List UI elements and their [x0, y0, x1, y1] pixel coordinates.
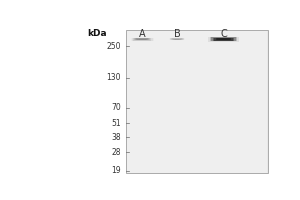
Bar [216, 38, 231, 40]
Bar [135, 38, 149, 40]
Text: 250: 250 [107, 42, 121, 51]
Bar [175, 39, 179, 40]
Bar [214, 38, 232, 41]
Text: 130: 130 [107, 73, 121, 82]
Bar [218, 38, 230, 40]
Bar [210, 37, 237, 41]
Bar [126, 30, 268, 173]
Bar [136, 38, 148, 40]
Bar [208, 37, 238, 42]
Text: 70: 70 [112, 103, 121, 112]
Bar [133, 38, 152, 41]
Bar [170, 38, 184, 40]
Bar [171, 38, 183, 40]
Bar [134, 38, 150, 40]
Bar [173, 39, 181, 40]
Bar [213, 38, 234, 41]
Text: C: C [220, 29, 227, 39]
Bar [127, 31, 266, 173]
Bar [219, 39, 228, 40]
Bar [169, 38, 185, 40]
Text: 38: 38 [112, 133, 121, 142]
Bar [132, 38, 153, 41]
Bar [137, 39, 147, 40]
Bar [172, 38, 182, 40]
Bar [130, 38, 154, 41]
Bar [170, 38, 184, 40]
Text: A: A [139, 29, 146, 39]
Text: kDa: kDa [88, 29, 107, 38]
Text: 19: 19 [112, 166, 121, 175]
Bar [139, 39, 145, 40]
Text: 28: 28 [112, 148, 121, 157]
Text: 51: 51 [112, 119, 121, 128]
Bar [174, 39, 180, 40]
Text: B: B [174, 29, 180, 39]
Bar [212, 37, 236, 41]
